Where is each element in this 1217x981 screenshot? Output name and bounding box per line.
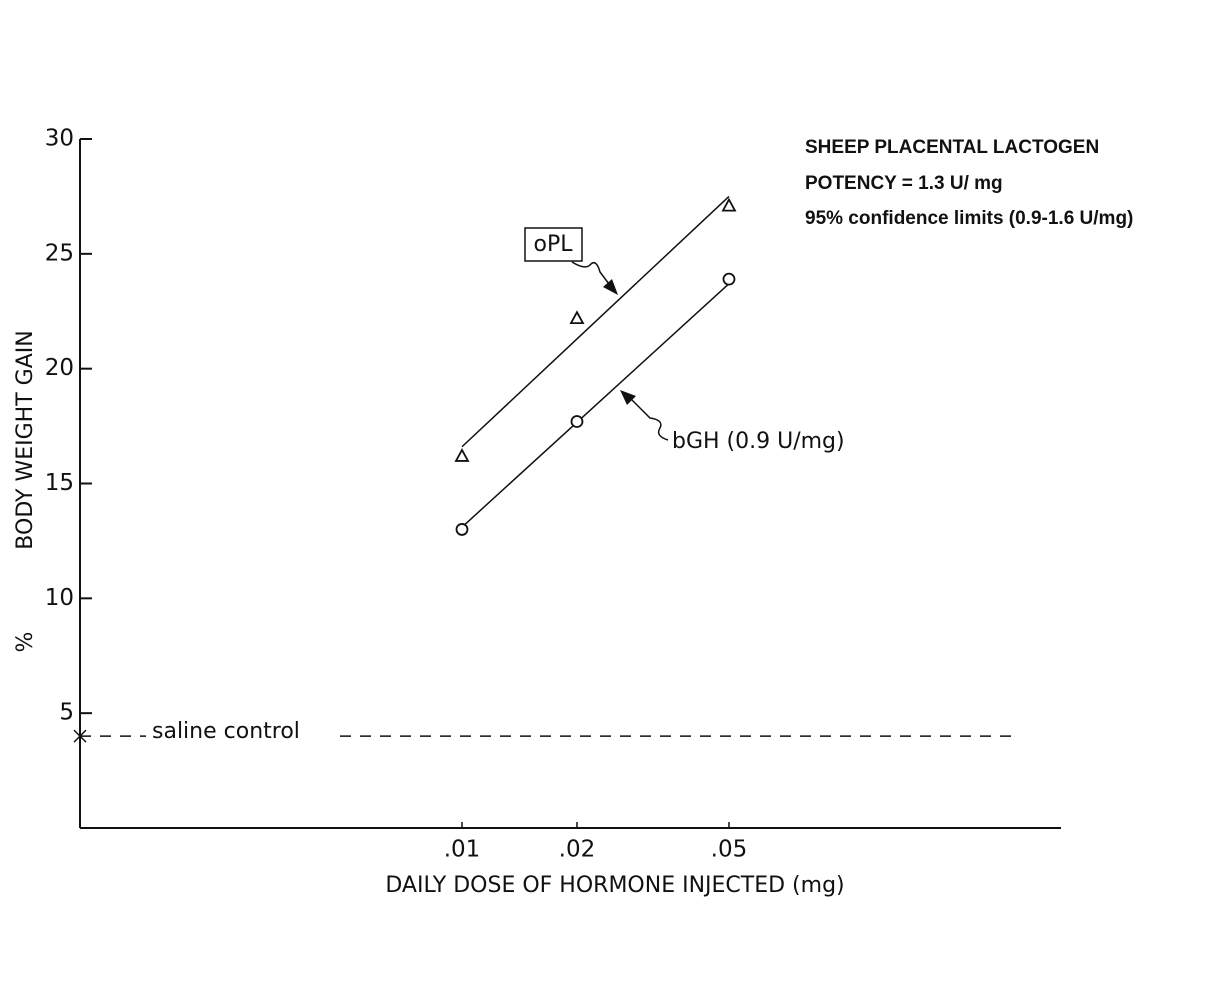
y-tick-label: 5	[59, 700, 74, 726]
reference-label: saline control	[152, 719, 300, 744]
y-tick-label: 20	[45, 355, 74, 381]
x-tick-label: .01	[444, 837, 481, 863]
series-label: oPL	[534, 232, 574, 257]
y-axis-unit: %	[13, 632, 38, 653]
label-box	[524, 227, 583, 262]
x-tick-label: .05	[711, 837, 748, 863]
x-tick-label: .02	[559, 837, 596, 863]
y-tick-label: 10	[45, 585, 74, 611]
y-axis-label: BODY WEIGHT GAIN	[13, 330, 38, 549]
point	[722, 272, 736, 286]
reference-label-bg	[146, 722, 332, 751]
arrow-head	[603, 279, 618, 295]
arrow	[629, 397, 669, 441]
point	[454, 448, 470, 462]
fit-line	[461, 283, 730, 528]
point	[721, 197, 737, 212]
annotation: POTENCY = 1.3 U/ mg	[805, 173, 1003, 194]
reference-marker	[73, 729, 87, 743]
y-tick-label: 30	[45, 126, 74, 152]
annotation: 95% confidence limits (0.9-1.6 U/mg)	[805, 208, 1133, 229]
y-tick-label: 25	[45, 240, 74, 266]
y-tick-label: 15	[45, 470, 74, 496]
arrow	[571, 261, 613, 289]
x-axis-label: DAILY DOSE OF HORMONE INJECTED (mg)	[385, 873, 844, 898]
series-label: bGH (0.9 U/mg)	[672, 429, 845, 454]
annotation: SHEEP PLACENTAL LACTOGEN	[805, 137, 1099, 158]
point	[455, 523, 469, 536]
fit-line	[461, 195, 730, 448]
arrow-head	[620, 390, 636, 405]
point	[570, 415, 584, 428]
point	[569, 310, 585, 325]
